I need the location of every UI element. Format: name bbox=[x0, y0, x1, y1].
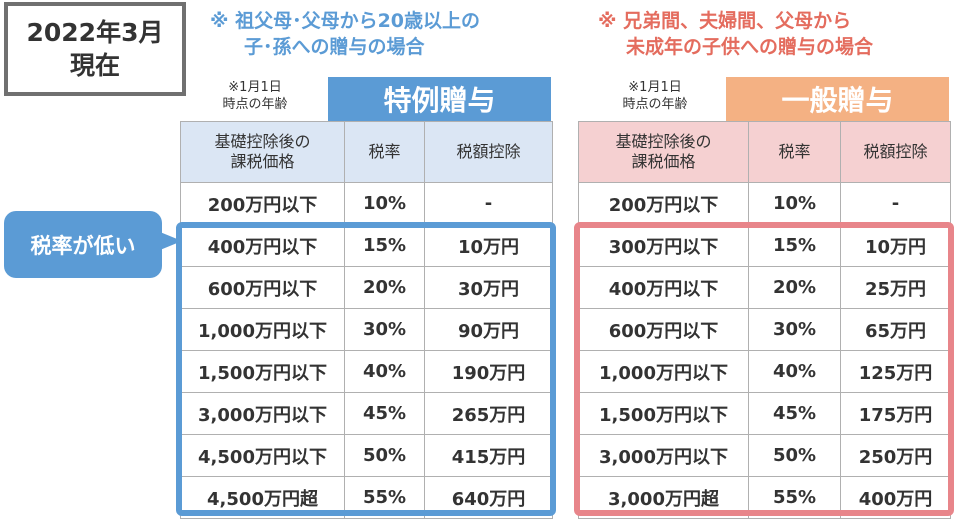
left-col-taxable-price-line1: 基礎控除後の bbox=[214, 132, 311, 151]
taxable-price: 1,500万円以下 bbox=[180, 350, 345, 393]
left-table-header: 基礎控除後の 課税価格 税率 税額控除 bbox=[180, 121, 553, 183]
table-row: 1,500万円以下 45% 175万円 bbox=[578, 392, 951, 435]
low-rate-callout: 税率が低い bbox=[4, 211, 162, 278]
tax-rate: 50% bbox=[748, 434, 841, 477]
right-col-taxable-price-line2: 課税価格 bbox=[631, 152, 696, 171]
taxable-price: 400万円以下 bbox=[180, 224, 345, 267]
left-col-taxable-price: 基礎控除後の 課税価格 bbox=[180, 121, 345, 183]
deduction: 25万円 bbox=[840, 266, 951, 309]
left-heading: ※ 祖父母･父母から20歳以上の 子･孫への贈与の場合 bbox=[210, 8, 480, 60]
tax-rate: 30% bbox=[748, 308, 841, 351]
left-age-note: ※1月1日 時点の年齢 bbox=[213, 79, 297, 113]
deduction: 10万円 bbox=[840, 224, 951, 267]
taxable-price: 600万円以下 bbox=[180, 266, 345, 309]
right-col-taxable-price: 基礎控除後の 課税価格 bbox=[578, 121, 749, 183]
left-col-deduction: 税額控除 bbox=[424, 121, 553, 183]
tax-rate: 55% bbox=[748, 476, 841, 519]
date-box: 2022年3月 現在 bbox=[4, 2, 186, 96]
left-tax-table: 基礎控除後の 課税価格 税率 税額控除 200万円以下 10% - 400万円以下 1… bbox=[180, 121, 553, 519]
right-table-header: 基礎控除後の 課税価格 税率 税額控除 bbox=[578, 121, 951, 183]
taxable-price: 200万円以下 bbox=[180, 182, 345, 225]
right-age-note: ※1月1日 時点の年齢 bbox=[613, 79, 697, 113]
right-age-note-line1: ※1月1日 bbox=[628, 80, 682, 95]
table-row: 1,500万円以下 40% 190万円 bbox=[180, 350, 553, 393]
taxable-price: 400万円以下 bbox=[578, 266, 749, 309]
right-banner-ippan: 一般贈与 bbox=[726, 77, 949, 121]
right-tax-table: 基礎控除後の 課税価格 税率 税額控除 200万円以下 10% - 300万円以下 1… bbox=[578, 121, 951, 519]
tax-rate: 45% bbox=[344, 392, 425, 435]
table-row: 3,000万円超 55% 400万円 bbox=[578, 476, 951, 519]
deduction: 175万円 bbox=[840, 392, 951, 435]
table-row: 400万円以下 15% 10万円 bbox=[180, 224, 553, 267]
taxable-price: 300万円以下 bbox=[578, 224, 749, 267]
right-col-taxable-price-line1: 基礎控除後の bbox=[615, 132, 712, 151]
tax-rate: 55% bbox=[344, 476, 425, 519]
tax-rate: 10% bbox=[344, 182, 425, 225]
deduction: 30万円 bbox=[424, 266, 553, 309]
taxable-price: 3,000万円超 bbox=[578, 476, 749, 519]
deduction: - bbox=[840, 182, 951, 225]
deduction: 125万円 bbox=[840, 350, 951, 393]
right-heading-line1: ※ 兄弟間、夫婦間、父母から bbox=[598, 10, 852, 32]
deduction: 65万円 bbox=[840, 308, 951, 351]
taxable-price: 1,000万円以下 bbox=[180, 308, 345, 351]
taxable-price: 600万円以下 bbox=[578, 308, 749, 351]
right-col-deduction: 税額控除 bbox=[840, 121, 951, 183]
tax-rate: 10% bbox=[748, 182, 841, 225]
table-row: 4,500万円以下 50% 415万円 bbox=[180, 434, 553, 477]
taxable-price: 3,000万円以下 bbox=[180, 392, 345, 435]
taxable-price: 1,000万円以下 bbox=[578, 350, 749, 393]
deduction: 250万円 bbox=[840, 434, 951, 477]
taxable-price: 4,500万円以下 bbox=[180, 434, 345, 477]
table-row: 1,000万円以下 40% 125万円 bbox=[578, 350, 951, 393]
callout-tail bbox=[160, 232, 182, 250]
tax-rate: 30% bbox=[344, 308, 425, 351]
right-age-note-line2: 時点の年齢 bbox=[622, 97, 688, 112]
taxable-price: 1,500万円以下 bbox=[578, 392, 749, 435]
right-heading-line2: 未成年の子供への贈与の場合 bbox=[626, 36, 874, 58]
tax-rate: 40% bbox=[748, 350, 841, 393]
table-row: 1,000万円以下 30% 90万円 bbox=[180, 308, 553, 351]
deduction: 415万円 bbox=[424, 434, 553, 477]
left-age-note-line1: ※1月1日 bbox=[228, 80, 282, 95]
table-row: 4,500万円超 55% 640万円 bbox=[180, 476, 553, 519]
tax-rate: 15% bbox=[748, 224, 841, 267]
tax-rate: 15% bbox=[344, 224, 425, 267]
table-row: 3,000万円以下 45% 265万円 bbox=[180, 392, 553, 435]
right-col-tax-rate: 税率 bbox=[748, 121, 841, 183]
left-col-tax-rate: 税率 bbox=[344, 121, 425, 183]
tax-rate: 45% bbox=[748, 392, 841, 435]
table-row: 3,000万円以下 50% 250万円 bbox=[578, 434, 951, 477]
deduction: 640万円 bbox=[424, 476, 553, 519]
table-row: 200万円以下 10% - bbox=[180, 182, 553, 225]
date-label-line1: 2022年3月 bbox=[26, 18, 164, 47]
tax-rate: 50% bbox=[344, 434, 425, 477]
left-age-note-line2: 時点の年齢 bbox=[222, 97, 288, 112]
right-heading: ※ 兄弟間、夫婦間、父母から 未成年の子供への贈与の場合 bbox=[598, 8, 873, 60]
tax-rate: 40% bbox=[344, 350, 425, 393]
deduction: 90万円 bbox=[424, 308, 553, 351]
left-heading-line2: 子･孫への贈与の場合 bbox=[244, 36, 425, 58]
table-row: 200万円以下 10% - bbox=[578, 182, 951, 225]
tax-rate: 20% bbox=[748, 266, 841, 309]
table-row: 400万円以下 20% 25万円 bbox=[578, 266, 951, 309]
deduction: - bbox=[424, 182, 553, 225]
tax-rate: 20% bbox=[344, 266, 425, 309]
taxable-price: 200万円以下 bbox=[578, 182, 749, 225]
table-row: 600万円以下 20% 30万円 bbox=[180, 266, 553, 309]
deduction: 10万円 bbox=[424, 224, 553, 267]
deduction: 265万円 bbox=[424, 392, 553, 435]
left-heading-line1: ※ 祖父母･父母から20歳以上の bbox=[210, 10, 481, 32]
deduction: 190万円 bbox=[424, 350, 553, 393]
left-banner-tokurei: 特例贈与 bbox=[328, 77, 551, 121]
table-row: 600万円以下 30% 65万円 bbox=[578, 308, 951, 351]
taxable-price: 3,000万円以下 bbox=[578, 434, 749, 477]
taxable-price: 4,500万円超 bbox=[180, 476, 345, 519]
deduction: 400万円 bbox=[840, 476, 951, 519]
table-row: 300万円以下 15% 10万円 bbox=[578, 224, 951, 267]
left-col-taxable-price-line2: 課税価格 bbox=[230, 152, 295, 171]
date-label-line2: 現在 bbox=[69, 51, 120, 80]
